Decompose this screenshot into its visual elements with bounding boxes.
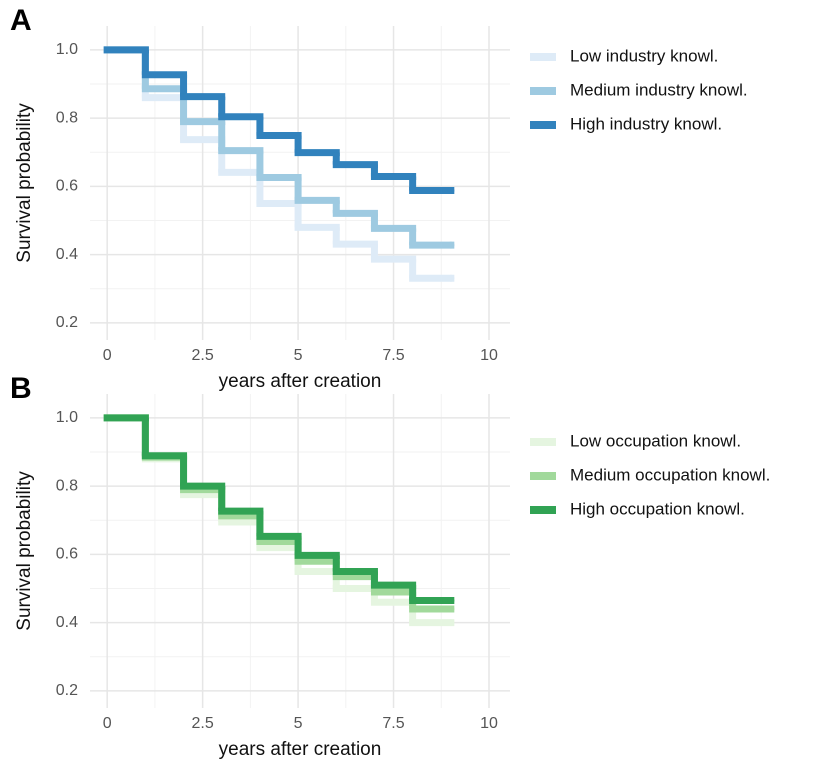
x-tick-label: 2.5 — [192, 715, 214, 732]
x-tick-label: 7.5 — [382, 715, 404, 732]
legend-label: Low occupation knowl. — [570, 431, 741, 450]
panel-label: A — [10, 4, 32, 37]
legend-label: Medium industry knowl. — [570, 80, 748, 99]
y-tick-label: 0.8 — [56, 109, 78, 126]
x-tick-label: 10 — [480, 715, 498, 732]
legend-label: Medium occupation knowl. — [570, 465, 770, 484]
end-point — [447, 241, 455, 249]
x-axis-title: years after creation — [219, 739, 382, 760]
end-point — [447, 274, 455, 282]
y-tick-label: 1.0 — [56, 409, 78, 426]
x-tick-label: 10 — [480, 347, 498, 364]
y-tick-label: 0.4 — [56, 614, 78, 631]
y-tick-label: 0.2 — [56, 682, 78, 699]
legend-swatch — [530, 121, 556, 129]
end-point — [447, 187, 455, 195]
end-point — [447, 605, 455, 613]
legend-label: High industry knowl. — [570, 114, 722, 133]
x-tick-label: 0 — [103, 347, 112, 364]
end-point — [447, 619, 455, 627]
legend-label: High occupation knowl. — [570, 499, 745, 518]
legend-swatch — [530, 438, 556, 446]
x-tick-label: 0 — [103, 715, 112, 732]
y-tick-label: 0.2 — [56, 314, 78, 331]
end-point — [447, 596, 455, 604]
legend-swatch — [530, 87, 556, 95]
y-tick-label: 0.4 — [56, 246, 78, 263]
x-tick-label: 7.5 — [382, 347, 404, 364]
y-axis-title: Survival probability — [14, 103, 35, 263]
legend-swatch — [530, 472, 556, 480]
y-tick-label: 1.0 — [56, 41, 78, 58]
legend-swatch — [530, 506, 556, 514]
y-tick-label: 0.8 — [56, 477, 78, 494]
x-axis-title: years after creation — [219, 371, 382, 392]
x-tick-label: 5 — [294, 715, 303, 732]
panel: B 0.2 0.4 0.6 0.8 1.0 0 2.5 5 7.5 10 years after cr… — [10, 372, 770, 760]
panel: A 0.2 0.4 0.6 0.8 1.0 0 2.5 5 7.5 10 years after cr… — [10, 4, 748, 392]
x-tick-label: 5 — [294, 347, 303, 364]
legend-swatch — [530, 53, 556, 61]
y-axis-title: Survival probability — [14, 471, 35, 631]
panel-label: B — [10, 372, 32, 405]
legend-label: Low industry knowl. — [570, 46, 718, 65]
y-tick-label: 0.6 — [56, 546, 78, 563]
y-tick-label: 0.6 — [56, 178, 78, 195]
x-tick-label: 2.5 — [192, 347, 214, 364]
